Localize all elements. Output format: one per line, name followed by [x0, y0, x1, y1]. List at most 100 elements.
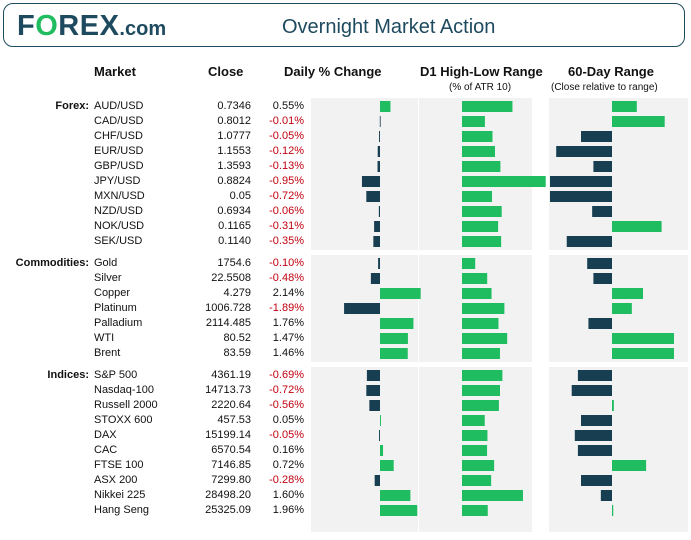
daily-change-label: 2.14%: [272, 287, 304, 299]
market-name: S&P 500: [94, 369, 138, 381]
sixty-day-bar: [577, 445, 612, 456]
daily-change-bar: [380, 445, 384, 456]
close-value: 0.1140: [218, 235, 251, 247]
close-value: 28498.20: [205, 489, 251, 501]
daily-change-label: 0.72%: [272, 459, 304, 471]
daily-change-bar: [380, 333, 408, 344]
range-bar: [462, 273, 488, 284]
daily-change-label: 1.96%: [272, 504, 304, 516]
group-label: Commodities:: [15, 257, 89, 269]
daily-change-bar: [378, 206, 380, 217]
sixty-day-bar: [571, 385, 612, 396]
sixty-day-bar: [593, 161, 612, 172]
daily-change-bar: [380, 348, 408, 359]
col-header-range: D1 High-Low Range: [420, 64, 543, 79]
sixty-day-bar: [581, 131, 612, 142]
market-name: CAC: [94, 444, 118, 456]
market-name: NOK/USD: [94, 220, 145, 232]
close-value: 7146.85: [211, 459, 251, 471]
col-header-close: Close: [208, 64, 244, 79]
daily-change-bar: [380, 505, 418, 516]
background-band: [311, 367, 418, 532]
range-bar: [462, 385, 501, 396]
close-value: 7299.80: [211, 474, 251, 486]
daily-change-label: -0.10%: [269, 257, 304, 269]
daily-change-bar: [361, 176, 380, 187]
range-bar: [462, 445, 488, 456]
sixty-day-bar: [581, 415, 612, 426]
daily-change-bar: [366, 370, 380, 381]
market-name: WTI: [94, 332, 115, 344]
close-value: 0.8824: [217, 175, 251, 187]
daily-change-label: 1.47%: [272, 332, 304, 344]
daily-change-label: -0.13%: [269, 160, 304, 172]
col-header-daily-change: Daily % Change: [284, 64, 382, 79]
daily-change-label: -0.72%: [269, 190, 304, 202]
daily-change-label: 0.55%: [272, 100, 304, 112]
range-bar: [462, 505, 488, 516]
daily-change-label: -0.06%: [269, 205, 304, 217]
market-name: Copper: [94, 287, 131, 299]
daily-change-label: -0.28%: [269, 474, 304, 486]
market-name: Hang Seng: [94, 504, 150, 516]
group-label: Indices:: [47, 369, 89, 381]
sixty-day-bar: [593, 273, 612, 284]
range-bar: [462, 400, 499, 411]
col-header-market: Market: [94, 64, 136, 79]
range-bar: [462, 101, 513, 112]
daily-change-bar: [380, 101, 391, 112]
sixty-day-bar: [612, 348, 674, 359]
range-bar: [462, 475, 492, 486]
daily-change-label: -0.56%: [269, 399, 304, 411]
range-bar: [462, 288, 492, 299]
sixty-day-bar: [612, 505, 614, 516]
daily-change-label: 1.46%: [272, 347, 304, 359]
range-bar: [462, 318, 499, 329]
close-value: 1754.6: [217, 257, 251, 269]
range-bar: [462, 430, 488, 441]
market-name: AUD/USD: [94, 100, 144, 112]
daily-change-bar: [378, 258, 380, 269]
range-bar: [462, 460, 495, 471]
page-title: Overnight Market Action: [282, 16, 496, 38]
close-value: 457.53: [217, 414, 251, 426]
range-bar: [462, 131, 493, 142]
close-value: 0.7346: [217, 100, 251, 112]
col-header-60day: 60-Day Range: [568, 64, 654, 79]
daily-change-label: -0.35%: [269, 235, 304, 247]
market-name: CHF/USD: [94, 130, 143, 142]
daily-change-label: 1.60%: [272, 489, 304, 501]
sixty-day-bar: [587, 258, 612, 269]
range-bar: [462, 348, 500, 359]
range-bar: [462, 415, 485, 426]
daily-change-bar: [374, 221, 380, 232]
close-value: 14713.73: [205, 384, 251, 396]
sixty-day-bar: [600, 490, 612, 501]
sixty-day-bar: [612, 333, 674, 344]
close-value: 2114.485: [205, 317, 251, 329]
daily-change-label: -0.72%: [269, 384, 304, 396]
range-bar: [462, 303, 505, 314]
market-name: GBP/USD: [94, 160, 144, 172]
range-bar: [462, 236, 502, 247]
daily-change-bar: [377, 161, 380, 172]
market-name: FTSE 100: [94, 459, 144, 471]
sixty-day-bar: [612, 303, 632, 314]
close-value: 1.3593: [217, 160, 251, 172]
sixty-day-bar: [612, 116, 665, 127]
daily-change-label: -0.05%: [269, 429, 304, 441]
daily-change-bar: [380, 318, 414, 329]
close-value: 2220.64: [211, 399, 251, 411]
market-name: JPY/USD: [94, 175, 141, 187]
daily-change-bar: [380, 415, 381, 426]
daily-change-label: -0.12%: [269, 145, 304, 157]
daily-change-label: -0.95%: [269, 175, 304, 187]
close-value: 1006.728: [205, 302, 251, 314]
market-name: NZD/USD: [94, 205, 143, 217]
close-value: 0.05: [229, 190, 251, 202]
daily-change-bar: [366, 385, 380, 396]
background-band: [549, 367, 688, 532]
market-name: ASX 200: [94, 474, 138, 486]
daily-change-bar: [377, 146, 380, 157]
